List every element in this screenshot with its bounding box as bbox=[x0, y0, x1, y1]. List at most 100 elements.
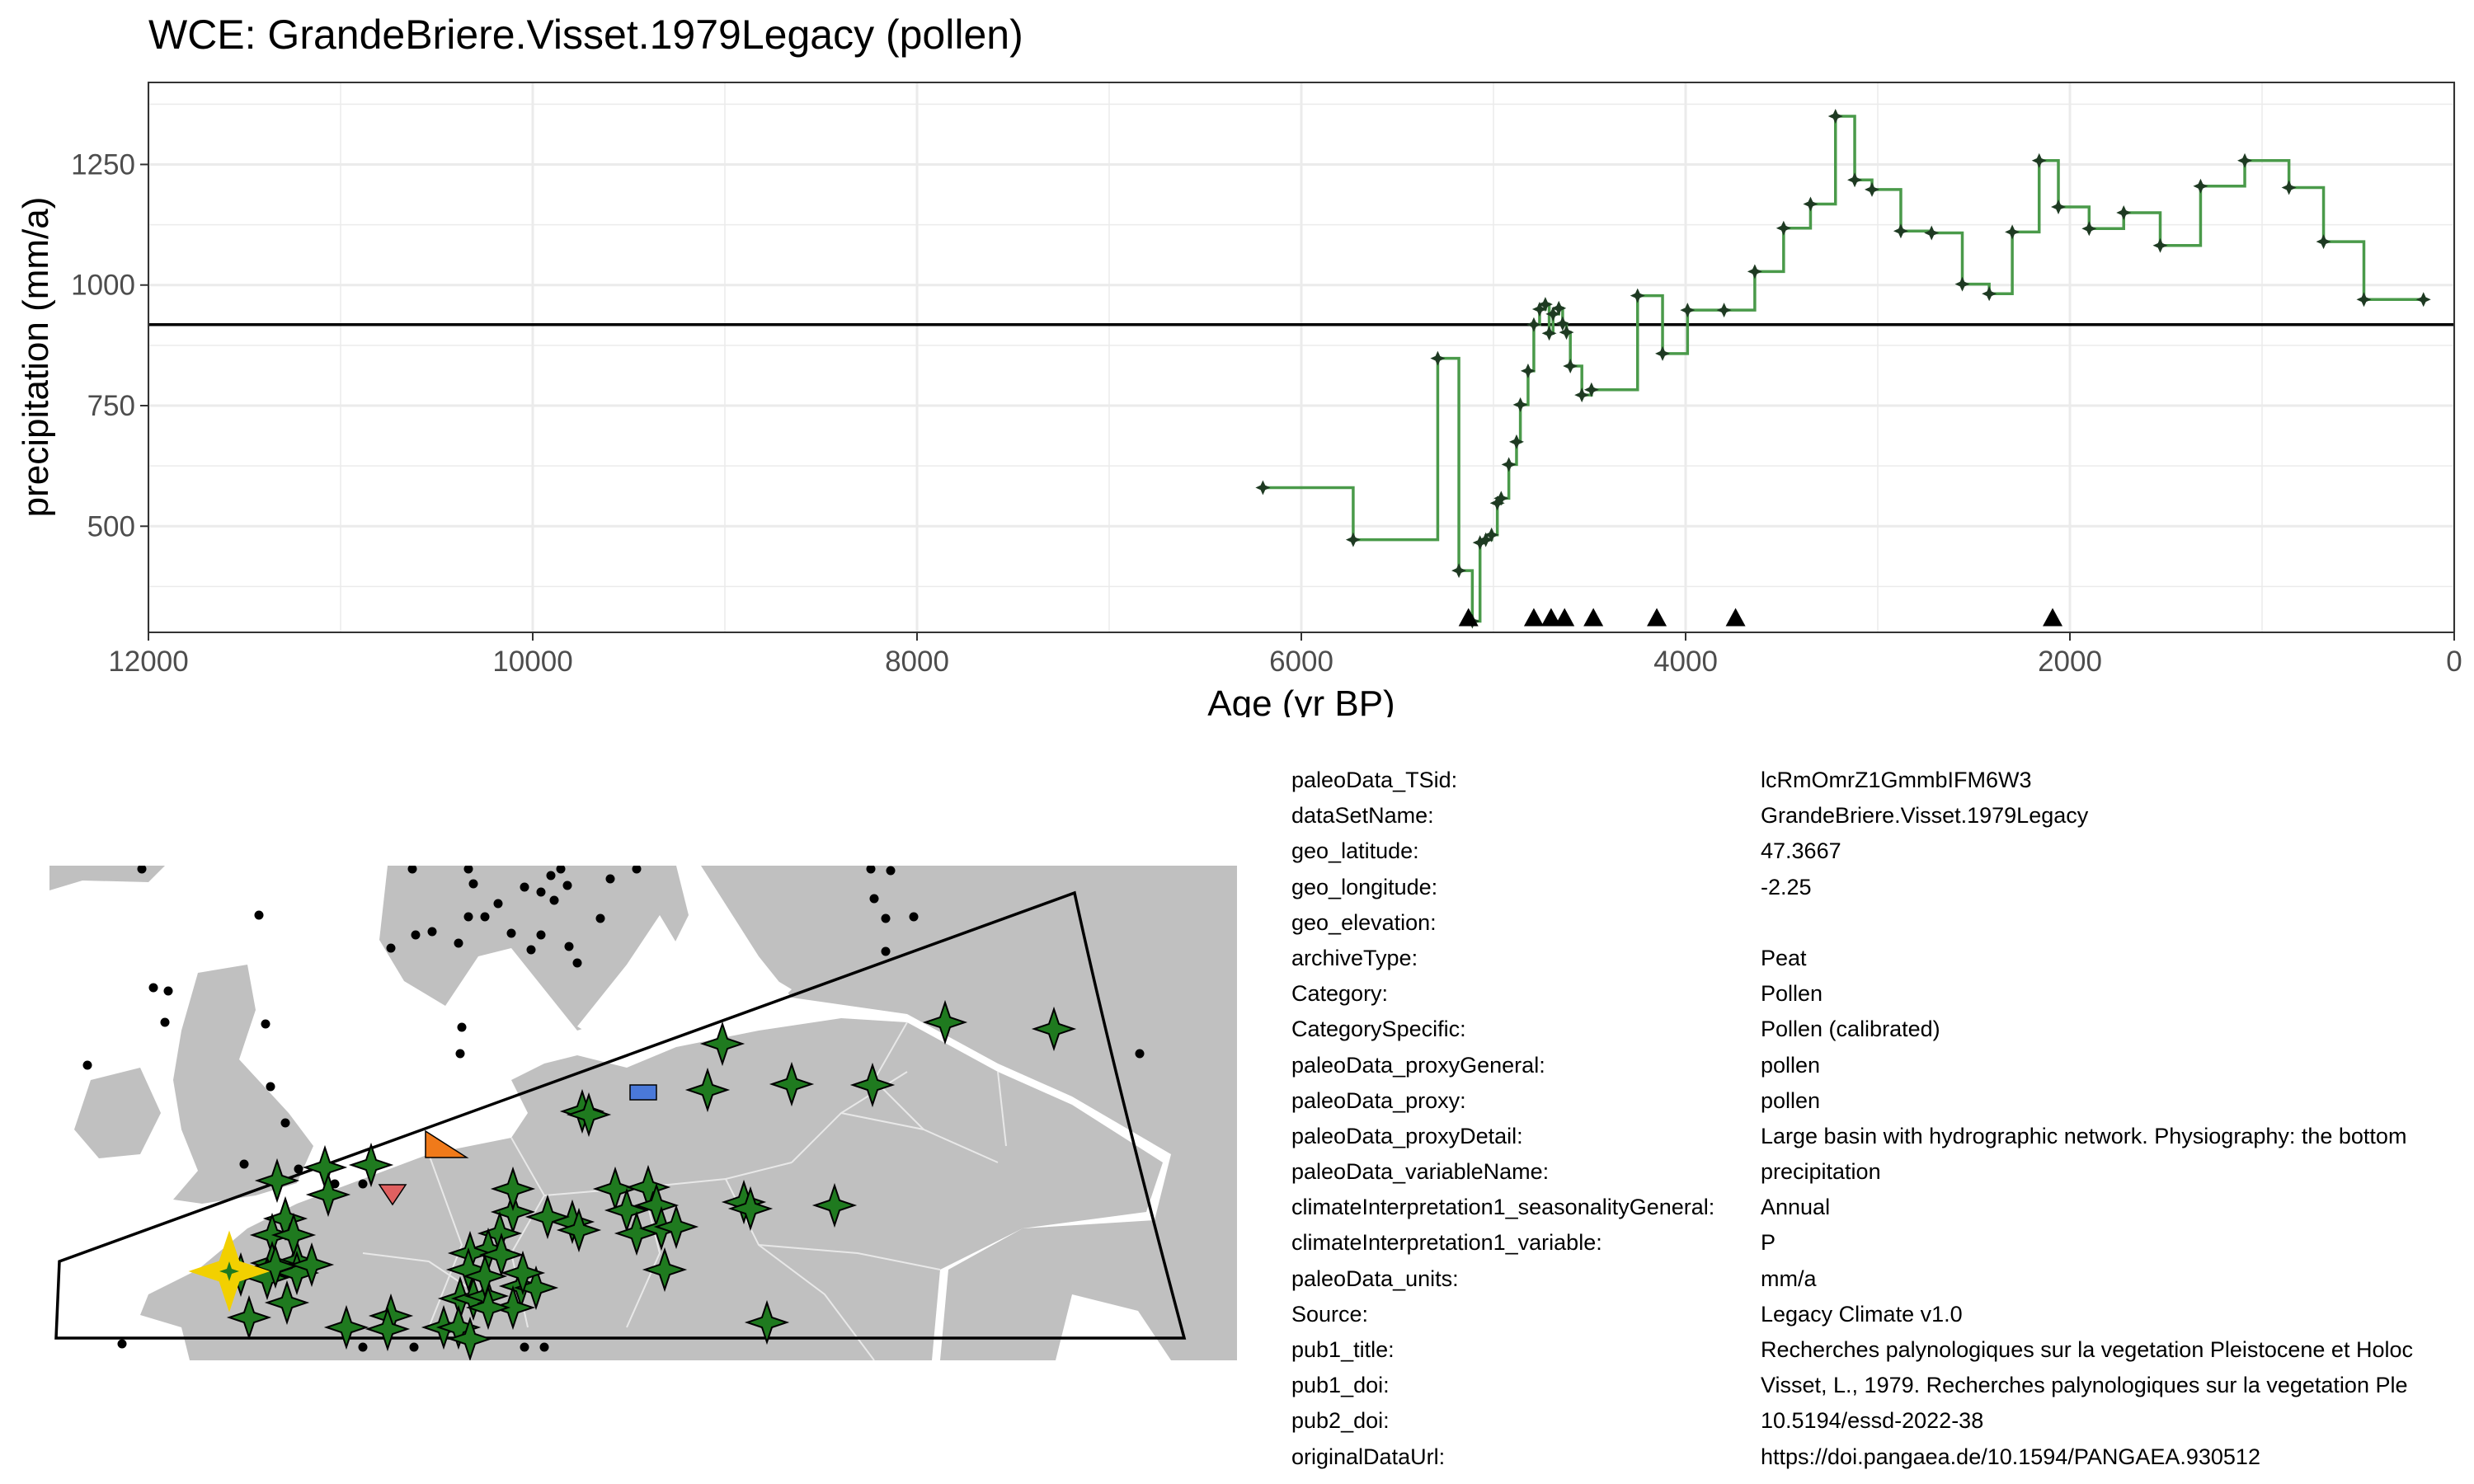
data-point bbox=[2005, 224, 2020, 240]
record-star bbox=[556, 1207, 602, 1253]
metadata-row: CategorySpecific: Pollen (calibrated) bbox=[1291, 1012, 2474, 1047]
site-dot bbox=[455, 1049, 465, 1059]
site-dot bbox=[148, 983, 158, 993]
data-point bbox=[1803, 196, 1818, 212]
metadata-key: originalDataUrl: bbox=[1291, 1444, 1446, 1469]
age-marker bbox=[1647, 608, 1667, 627]
record-star bbox=[1031, 1006, 1077, 1052]
metadata-key: dataSetName: bbox=[1291, 803, 1434, 829]
record-star bbox=[699, 1021, 745, 1067]
metadata-key: pub1_doi: bbox=[1291, 1373, 1390, 1398]
data-point bbox=[1954, 276, 1970, 292]
data-point bbox=[1520, 363, 1536, 378]
site-dot bbox=[562, 881, 572, 890]
metadata-key: CategorySpecific: bbox=[1291, 1017, 1466, 1042]
data-point bbox=[1508, 434, 1524, 449]
metadata-value: 47.3667 bbox=[1761, 838, 1841, 864]
metadata-row: geo_latitude: 47.3667 bbox=[1291, 834, 2474, 869]
record-star bbox=[490, 1284, 536, 1331]
metadata-key: paleoData_TSid: bbox=[1291, 768, 1458, 792]
y-axis-label: precipitation (mm/a) bbox=[16, 197, 56, 518]
site-dot bbox=[468, 879, 478, 889]
metadata-row: archiveType: Peat bbox=[1291, 941, 2474, 976]
metadata-key: pub1_title: bbox=[1291, 1337, 1395, 1362]
record-star bbox=[323, 1304, 369, 1350]
x-tick-label: 4000 bbox=[1653, 646, 1718, 678]
data-point bbox=[1430, 350, 1446, 366]
record-star bbox=[305, 1172, 351, 1218]
data-point bbox=[1982, 286, 1997, 302]
metadata-value: Legacy Climate v1.0 bbox=[1761, 1301, 1963, 1327]
site-map bbox=[49, 866, 1237, 1360]
metadata-row: originalDataUrl: https://doi.pangaea.de/1… bbox=[1291, 1439, 2474, 1475]
data-point bbox=[2116, 204, 2132, 220]
data-point bbox=[1501, 457, 1517, 472]
data-point bbox=[1484, 527, 1499, 542]
data-point bbox=[1554, 316, 1570, 331]
y-axis-ticks: 500 750 1000 1250 bbox=[71, 148, 148, 542]
age-marker bbox=[2043, 608, 2063, 627]
data-point bbox=[1526, 317, 1541, 332]
site-dot bbox=[261, 1019, 270, 1029]
site-dot bbox=[137, 866, 147, 874]
site-dot bbox=[480, 912, 490, 922]
x-tick-label: 2000 bbox=[2038, 646, 2102, 678]
metadata-row: dataSetName: GrandeBriere.Visset.1979Lega… bbox=[1291, 798, 2474, 834]
metadata-row: paleoData_TSid: lcRmOmrZ1GmmbIFM6W3 bbox=[1291, 763, 2474, 798]
metadata-value: GrandeBriere.Visset.1979Legacy bbox=[1761, 803, 2089, 829]
metadata-value: pollen bbox=[1761, 1087, 1821, 1113]
data-point bbox=[1531, 301, 1547, 317]
metadata-value: mm/a bbox=[1761, 1266, 1817, 1291]
metadata-row: paleoData_variableName: precipitation bbox=[1291, 1154, 2474, 1190]
metadata-value: Large basin with hydrographic network. P… bbox=[1761, 1123, 2407, 1148]
focus-site-center bbox=[219, 1261, 239, 1281]
site-dot bbox=[605, 874, 615, 884]
data-point bbox=[1574, 387, 1590, 403]
site-dot bbox=[546, 871, 556, 881]
y-tick-label: 500 bbox=[87, 510, 135, 542]
site-dot bbox=[411, 930, 421, 940]
metadata-value: Peat bbox=[1761, 945, 1807, 970]
site-dot bbox=[881, 946, 891, 956]
metadata-key: geo_longitude: bbox=[1291, 874, 1438, 899]
data-point bbox=[2152, 237, 2168, 253]
metadata-value: Recherches palynologiques sur la vegetat… bbox=[1761, 1337, 2413, 1362]
data-point bbox=[1655, 345, 1671, 361]
site-dot bbox=[536, 930, 546, 940]
metadata-value: precipitation bbox=[1761, 1159, 1881, 1185]
metadata-value: https://doi.pangaea.de/10.1594/PANGAEA.9… bbox=[1761, 1444, 2260, 1469]
site-dot bbox=[294, 1164, 303, 1174]
metadata-row: paleoData_proxyDetail: Large basin with h… bbox=[1291, 1119, 2474, 1154]
data-point bbox=[1747, 264, 1762, 279]
record-star bbox=[642, 1247, 688, 1293]
x-tick-label: 6000 bbox=[1269, 646, 1333, 678]
x-axis-label: Age (yr BP) bbox=[1207, 683, 1395, 717]
site-dot bbox=[886, 866, 896, 876]
site-dot bbox=[117, 1339, 127, 1349]
metadata-row: paleoData_proxyGeneral: pollen bbox=[1291, 1048, 2474, 1083]
metadata-key: geo_elevation: bbox=[1291, 909, 1437, 935]
metadata-value: 10.5194/essd-2022-38 bbox=[1761, 1408, 1984, 1434]
age-marker bbox=[1554, 608, 1575, 627]
site-dot bbox=[632, 866, 642, 874]
site-dot bbox=[280, 1118, 290, 1128]
data-point bbox=[2031, 153, 2047, 168]
data-point bbox=[2193, 178, 2208, 194]
region-records bbox=[218, 999, 1077, 1360]
record-star bbox=[348, 1142, 394, 1188]
data-point bbox=[1541, 326, 1557, 341]
data-point bbox=[1537, 297, 1553, 312]
data-point bbox=[2051, 199, 2067, 214]
data-point bbox=[1472, 535, 1488, 551]
record-star bbox=[566, 1092, 612, 1138]
site-dot bbox=[1135, 1049, 1145, 1059]
site-dot bbox=[457, 1022, 467, 1032]
data-point bbox=[1865, 181, 1880, 197]
other-sites bbox=[82, 866, 1145, 1352]
data-point bbox=[1776, 220, 1791, 236]
metadata-key: paleoData_proxyDetail: bbox=[1291, 1123, 1523, 1148]
site-dot bbox=[160, 1017, 170, 1027]
site-dot bbox=[520, 1342, 529, 1352]
site-dot bbox=[881, 913, 891, 923]
data-point bbox=[1255, 480, 1271, 495]
